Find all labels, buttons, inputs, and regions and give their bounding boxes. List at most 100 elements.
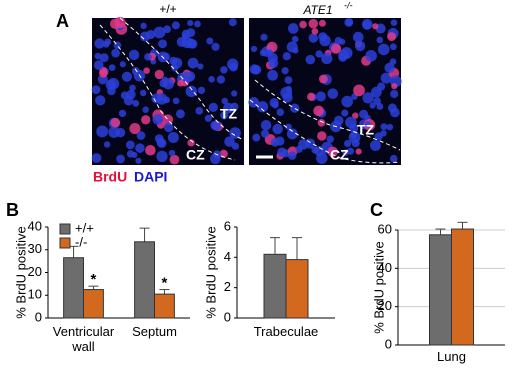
nucleus — [172, 97, 180, 105]
nucleus — [144, 53, 152, 61]
nucleus — [115, 127, 126, 138]
genotype-superscript: -/- — [344, 0, 353, 10]
nucleus — [227, 58, 239, 70]
nucleus — [152, 114, 164, 125]
nucleus — [194, 20, 201, 28]
bar — [154, 293, 175, 319]
nucleus — [128, 49, 140, 61]
nucleus — [167, 131, 179, 144]
genotype-label: ATE1 — [302, 3, 332, 17]
nucleus — [321, 52, 333, 65]
nucleus — [276, 108, 285, 116]
nucleus — [270, 138, 280, 147]
y-tick-label: 20 — [28, 264, 42, 279]
nucleus — [387, 32, 397, 42]
nucleus — [256, 101, 269, 113]
x-tick-label: Ventricular wall — [52, 324, 115, 354]
nucleus — [93, 60, 104, 70]
nucleus — [389, 154, 398, 163]
nucleus — [156, 95, 163, 102]
nucleus — [252, 65, 260, 73]
nucleus — [287, 23, 299, 34]
nucleus — [355, 148, 362, 155]
nucleus — [280, 86, 293, 99]
nucleus — [108, 64, 116, 71]
nucleus — [94, 52, 102, 60]
nucleus — [185, 85, 198, 98]
nucleus — [391, 83, 398, 90]
nucleus — [171, 57, 183, 69]
nucleus — [284, 76, 293, 85]
nucleus — [121, 71, 133, 82]
bar — [134, 241, 155, 319]
nucleus — [352, 31, 364, 43]
nucleus — [91, 85, 101, 95]
nucleus — [390, 89, 399, 99]
nucleus — [135, 143, 145, 153]
bar — [263, 253, 287, 319]
nucleus — [221, 97, 229, 105]
nucleus — [220, 66, 228, 74]
significance: * — [91, 271, 97, 288]
nucleus — [163, 122, 174, 133]
nucleus — [139, 89, 147, 97]
bar — [83, 289, 104, 319]
nucleus — [135, 157, 142, 164]
nucleus — [110, 117, 121, 128]
nucleus — [175, 109, 185, 119]
nucleus — [281, 67, 289, 75]
nucleus — [355, 40, 366, 52]
nucleus — [327, 88, 339, 99]
nucleus — [377, 82, 386, 91]
nucleus — [291, 35, 299, 43]
bar — [285, 259, 309, 319]
nucleus — [390, 19, 398, 27]
nucleus — [181, 36, 193, 49]
nucleus — [111, 48, 120, 58]
nucleus — [171, 21, 180, 30]
nucleus — [389, 43, 397, 51]
nucleus — [286, 41, 298, 53]
nucleus — [181, 71, 193, 83]
y-tick-label: 6 — [224, 218, 231, 233]
nucleus — [187, 139, 195, 147]
nucleus — [116, 154, 125, 164]
nucleus — [290, 103, 300, 113]
bar — [451, 228, 474, 346]
nucleus — [318, 32, 328, 41]
nucleus — [228, 18, 237, 27]
nucleus — [380, 72, 392, 84]
nucleus — [282, 52, 291, 61]
y-tick-label: 0 — [224, 309, 231, 324]
nucleus — [372, 23, 379, 30]
nucleus — [376, 103, 384, 110]
nucleus — [326, 135, 335, 144]
y-tick-label: 4 — [224, 249, 231, 264]
nucleus — [365, 50, 377, 62]
nucleus — [340, 47, 353, 60]
y-tick-label: 30 — [28, 241, 42, 256]
nucleus — [208, 102, 218, 113]
nucleus — [156, 150, 168, 163]
nucleus — [140, 22, 147, 30]
nucleus — [211, 120, 222, 131]
nucleus — [308, 33, 319, 43]
nucleus — [266, 49, 273, 56]
nucleus — [277, 147, 287, 158]
nuclei — [91, 16, 402, 165]
y-axis-label: % BrdU positive — [371, 241, 386, 333]
nucleus — [260, 33, 268, 41]
stain-label: BrdU — [93, 169, 127, 185]
nucleus — [141, 115, 151, 125]
nucleus — [250, 45, 258, 53]
nucleus — [105, 79, 117, 91]
boundary — [254, 79, 401, 151]
nucleus — [295, 145, 303, 153]
nucleus — [315, 91, 326, 102]
legend-swatch — [59, 223, 71, 235]
nucleus — [195, 107, 204, 115]
boundary — [119, 17, 245, 141]
nucleus — [197, 86, 206, 95]
nucleus — [163, 25, 171, 34]
